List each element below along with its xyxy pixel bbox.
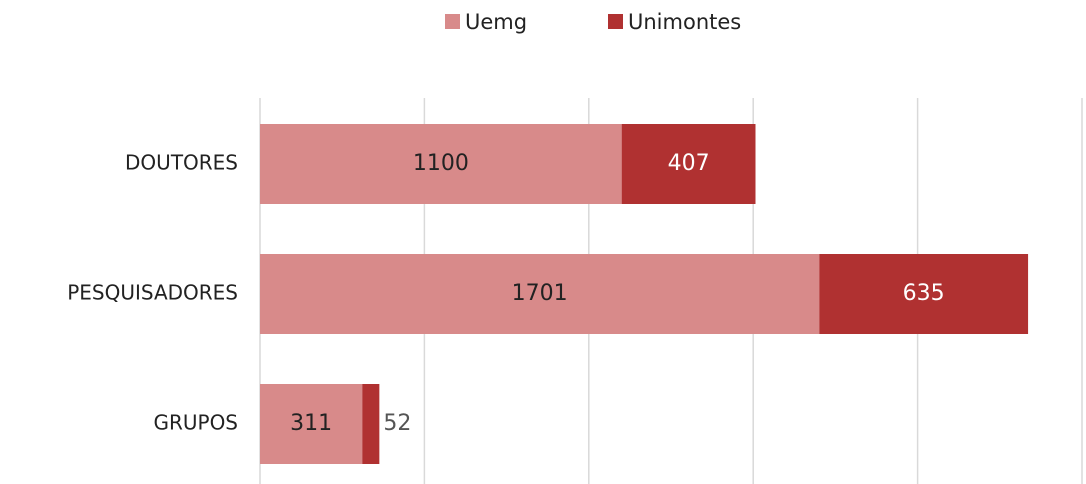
data-label: 635 bbox=[903, 281, 945, 306]
y-tick-label: DOUTORES bbox=[125, 151, 238, 175]
data-label: 407 bbox=[668, 151, 710, 176]
bar bbox=[260, 254, 820, 334]
y-tick-label: PESQUISADORES bbox=[67, 281, 238, 305]
legend-label: Unimontes bbox=[628, 10, 741, 34]
data-label: 311 bbox=[290, 411, 332, 436]
bar bbox=[260, 124, 622, 204]
bar bbox=[621, 124, 756, 204]
bar bbox=[362, 384, 380, 464]
legend-swatch bbox=[445, 14, 460, 29]
data-label: 52 bbox=[383, 411, 411, 436]
y-tick-label: GRUPOS bbox=[153, 411, 238, 435]
data-label: 1701 bbox=[512, 281, 568, 306]
legend-swatch bbox=[608, 14, 623, 29]
bar bbox=[819, 254, 1029, 334]
bar bbox=[260, 384, 363, 464]
legend-label: Uemg bbox=[465, 10, 527, 34]
data-label: 1100 bbox=[413, 151, 469, 176]
